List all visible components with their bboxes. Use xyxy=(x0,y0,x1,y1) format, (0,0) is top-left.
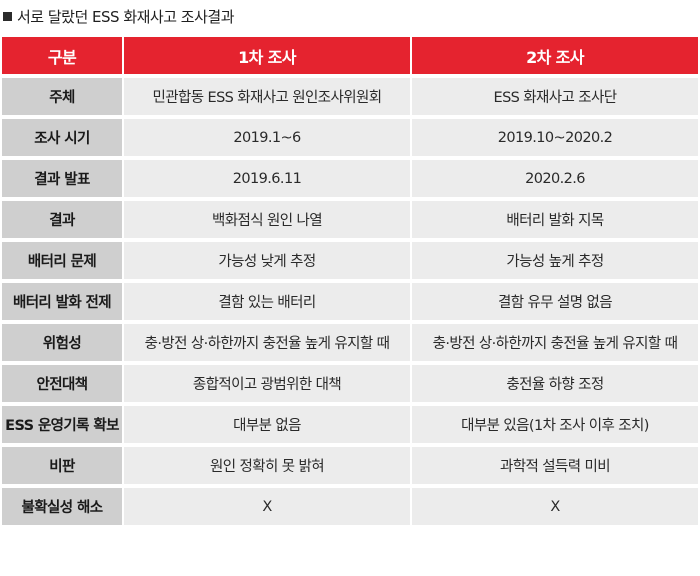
table-row: 주체 민관합동 ESS 화재사고 원인조사위원회 ESS 화재사고 조사단 xyxy=(2,78,698,115)
first-investigation-cell: 충·방전 상·하한까지 충전율 높게 유지할 때 xyxy=(122,324,410,361)
first-investigation-cell: 가능성 낮게 추정 xyxy=(122,242,410,279)
table-title: 서로 달랐던 ESS 화재사고 조사결과 xyxy=(17,7,235,26)
header-category: 구분 xyxy=(2,37,122,74)
table-row: 불확실성 해소 X X xyxy=(2,488,698,525)
first-investigation-cell: 종합적이고 광범위한 대책 xyxy=(122,365,410,402)
square-bullet-icon xyxy=(3,11,12,21)
second-investigation-cell: 가능성 높게 추정 xyxy=(410,242,698,279)
table-row: 비판 원인 정확히 못 밝혀 과학적 설득력 미비 xyxy=(2,447,698,484)
first-investigation-cell: 백화점식 원인 나열 xyxy=(122,201,410,238)
table-row: 배터리 발화 전제 결함 있는 배터리 결함 유무 설명 없음 xyxy=(2,283,698,320)
table-row: 결과 백화점식 원인 나열 배터리 발화 지목 xyxy=(2,201,698,238)
table-title-bar: 서로 달랐던 ESS 화재사고 조사결과 xyxy=(0,0,700,32)
first-investigation-cell: 민관합동 ESS 화재사고 원인조사위원회 xyxy=(122,78,410,115)
first-investigation-cell: 대부분 없음 xyxy=(122,406,410,443)
row-label: 조사 시기 xyxy=(2,119,122,156)
row-label: 안전대책 xyxy=(2,365,122,402)
row-label: ESS 운영기록 확보 xyxy=(2,406,122,443)
table-row: 조사 시기 2019.1~6 2019.10~2020.2 xyxy=(2,119,698,156)
second-investigation-cell: 2019.10~2020.2 xyxy=(410,119,698,156)
row-label: 결과 xyxy=(2,201,122,238)
row-label: 불확실성 해소 xyxy=(2,488,122,525)
header-row: 구분 1차 조사 2차 조사 xyxy=(2,37,698,74)
first-investigation-cell: X xyxy=(122,488,410,525)
header-first-investigation: 1차 조사 xyxy=(122,37,410,74)
second-investigation-cell: X xyxy=(410,488,698,525)
first-investigation-cell: 2019.1~6 xyxy=(122,119,410,156)
second-investigation-cell: 충전율 하향 조정 xyxy=(410,365,698,402)
first-investigation-cell: 결함 있는 배터리 xyxy=(122,283,410,320)
first-investigation-cell: 원인 정확히 못 밝혀 xyxy=(122,447,410,484)
table-row: 배터리 문제 가능성 낮게 추정 가능성 높게 추정 xyxy=(2,242,698,279)
row-label: 비판 xyxy=(2,447,122,484)
second-investigation-cell: 대부분 있음(1차 조사 이후 조치) xyxy=(410,406,698,443)
table-row: 위험성 충·방전 상·하한까지 충전율 높게 유지할 때 충·방전 상·하한까지… xyxy=(2,324,698,361)
first-investigation-cell: 2019.6.11 xyxy=(122,160,410,197)
row-label: 주체 xyxy=(2,78,122,115)
row-label: 위험성 xyxy=(2,324,122,361)
second-investigation-cell: 결함 유무 설명 없음 xyxy=(410,283,698,320)
table-row: ESS 운영기록 확보 대부분 없음 대부분 있음(1차 조사 이후 조치) xyxy=(2,406,698,443)
table-row: 안전대책 종합적이고 광범위한 대책 충전율 하향 조정 xyxy=(2,365,698,402)
second-investigation-cell: 2020.2.6 xyxy=(410,160,698,197)
second-investigation-cell: 충·방전 상·하한까지 충전율 높게 유지할 때 xyxy=(410,324,698,361)
row-label: 배터리 문제 xyxy=(2,242,122,279)
row-label: 결과 발표 xyxy=(2,160,122,197)
row-label: 배터리 발화 전제 xyxy=(2,283,122,320)
second-investigation-cell: ESS 화재사고 조사단 xyxy=(410,78,698,115)
second-investigation-cell: 과학적 설득력 미비 xyxy=(410,447,698,484)
comparison-table: 구분 1차 조사 2차 조사 주체 민관합동 ESS 화재사고 원인조사위원회 … xyxy=(2,33,698,529)
second-investigation-cell: 배터리 발화 지목 xyxy=(410,201,698,238)
header-second-investigation: 2차 조사 xyxy=(410,37,698,74)
table-row: 결과 발표 2019.6.11 2020.2.6 xyxy=(2,160,698,197)
